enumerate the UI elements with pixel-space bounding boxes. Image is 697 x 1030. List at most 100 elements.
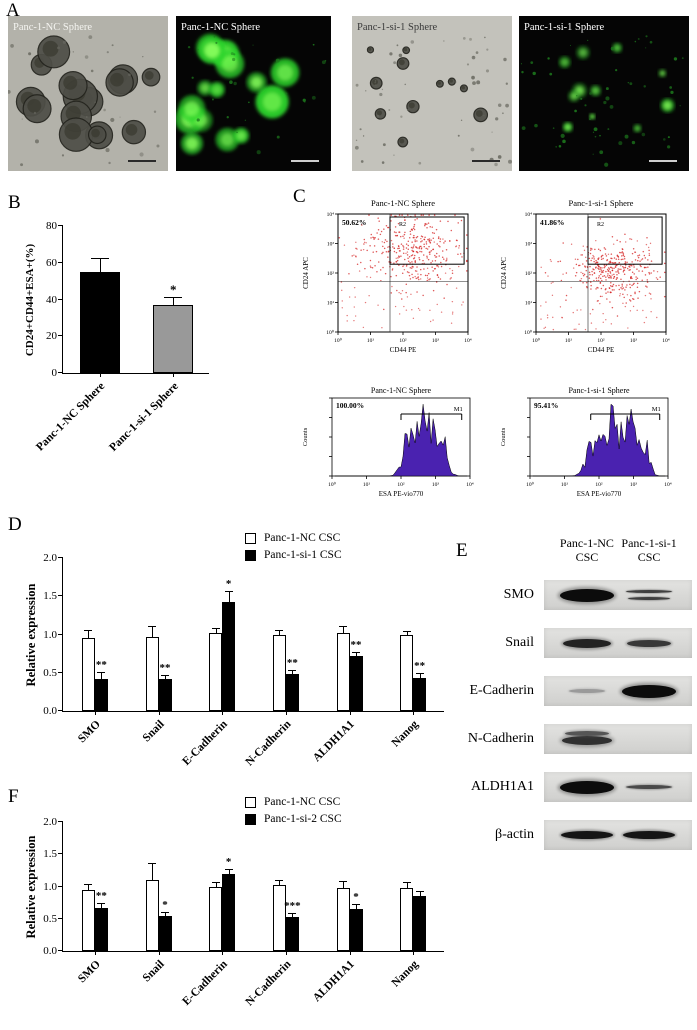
blot-row: N-Cadherin — [460, 724, 696, 754]
x-axis-category: Panc-1-NC Sphere — [34, 380, 108, 454]
bar — [145, 880, 159, 951]
protein-label: β-actin — [495, 827, 534, 842]
protein-band — [559, 588, 614, 602]
protein-band — [628, 596, 671, 600]
bar-group: * — [336, 822, 363, 951]
panel-b-chart: 0 20 40 60 80 Panc-1-NC Sphere * Panc-1-si-1 Sp… — [8, 202, 253, 458]
svg-text:10¹: 10¹ — [565, 338, 573, 344]
panel_d-plot-area: 0.0 0.5 1.0 1.5 2.0 ** SMO ** Snail * E-Cadherin **… — [43, 553, 444, 768]
y-axis-tick: 0.5 — [43, 912, 57, 925]
error-bar — [356, 904, 357, 910]
significance-mark: * — [225, 578, 232, 591]
error-bar-cap — [288, 912, 297, 914]
bar-slot: ** — [413, 558, 427, 711]
significance-mark: *** — [284, 899, 301, 912]
y-tick-mark — [58, 633, 63, 635]
protein-band — [627, 639, 672, 647]
bar — [349, 655, 363, 711]
bar-slot: *** — [284, 822, 301, 951]
x-axis-category: N-Cadherin — [243, 958, 294, 1009]
bar — [94, 907, 108, 951]
x-axis-label: CD44 PE — [588, 346, 615, 354]
error-bar-cap — [161, 911, 169, 913]
error-bar-cap — [415, 673, 424, 675]
protein-band — [564, 730, 609, 736]
bar — [94, 678, 108, 711]
x-axis-category: Nanog — [389, 718, 421, 750]
y-axis-tick: 0.5 — [43, 666, 57, 679]
y-tick-mark — [58, 950, 63, 951]
bar — [285, 916, 299, 951]
svg-text:10²: 10² — [597, 338, 605, 344]
legend-label: Panc-1-NC CSC — [264, 796, 341, 808]
flow-histogram-nc: Panc-1-NC Sphere M1 100.00% 10⁰ 10¹ 10² 10³ 10⁴… — [298, 384, 490, 506]
bar-slot: * — [153, 226, 194, 373]
bar — [209, 632, 223, 711]
significance-mark: ** — [159, 661, 171, 674]
legend-row: Panc-1-NC CSC — [245, 532, 342, 544]
micrograph-nc-brightfield: Panc-1-NC Sphere — [8, 16, 168, 171]
protein-band — [568, 689, 605, 693]
y-tick-mark — [58, 821, 63, 822]
x-axis-category: ALDH1A1 — [311, 718, 358, 765]
y-tick-mark — [58, 261, 63, 263]
protein-label: E-Cadherin — [469, 683, 534, 698]
bar-slot: * — [222, 558, 236, 711]
bar — [222, 601, 236, 711]
legend-row: Panc-1-si-2 CSC — [245, 813, 342, 825]
x-tick-mark — [94, 951, 96, 955]
significance-mark: * — [225, 855, 232, 868]
bar-slot: * — [349, 822, 363, 951]
lane-header: Panc-1-si-1 CSC — [621, 536, 677, 565]
panel-d-chart: 0.0 0.5 1.0 1.5 2.0 ** SMO ** Snail * E-Cadherin **… — [10, 528, 452, 790]
blot-strip — [544, 820, 692, 850]
y-axis-label: CD24 APC — [500, 257, 508, 289]
bar-group — [400, 822, 427, 951]
svg-text:10⁴: 10⁴ — [664, 482, 672, 488]
bar — [81, 889, 95, 951]
gate-label: R2 — [399, 222, 406, 228]
blot-row: ALDH1A1 — [460, 772, 696, 802]
error-bar-cap — [339, 881, 347, 882]
blot-row: Snail — [460, 628, 696, 658]
bar — [336, 632, 350, 711]
svg-text:10⁰: 10⁰ — [328, 481, 337, 488]
bar-slot: ** — [349, 558, 363, 711]
y-axis-tick: 60 — [46, 256, 57, 269]
error-bar-cap — [211, 628, 220, 630]
gate-label: R2 — [597, 222, 604, 228]
error-bar — [215, 883, 217, 887]
error-bar-cap — [352, 903, 360, 905]
svg-text:10¹: 10¹ — [327, 301, 335, 307]
svg-text:10⁰: 10⁰ — [526, 481, 535, 488]
panel-a-label: A — [6, 0, 20, 21]
error-bar — [419, 674, 421, 679]
y-axis-tick: 1.5 — [43, 590, 57, 603]
error-bar-cap — [211, 882, 220, 884]
bar — [336, 888, 350, 951]
error-bar-cap — [90, 258, 109, 260]
panel-f-label: F — [8, 786, 19, 807]
x-axis-category: Snail — [140, 718, 167, 745]
svg-text:10¹: 10¹ — [525, 301, 533, 307]
bar-group: * — [153, 226, 194, 373]
significance-mark: ** — [95, 889, 107, 902]
micrograph-image: Panc-1-si-1 Sphere — [352, 16, 512, 171]
bar-slot — [336, 558, 350, 711]
blot-strip — [544, 580, 692, 610]
y-axis-tick: 2.0 — [43, 816, 57, 828]
error-bar — [279, 881, 281, 886]
error-bar — [406, 882, 408, 888]
error-bar-cap — [148, 625, 156, 627]
bar — [400, 634, 414, 711]
y-tick-mark — [58, 372, 63, 373]
bar-slot — [336, 822, 350, 951]
svg-text:10¹: 10¹ — [367, 338, 375, 344]
bar-group: * — [209, 822, 236, 951]
bar-slot — [145, 822, 159, 951]
protein-label: Snail — [505, 635, 534, 650]
flow-histogram-si1: Panc-1-si-1 Sphere M1 95.41% 10⁰ 10¹ 10² 10³ 10… — [496, 384, 688, 506]
lane-header: Panc-1-NC CSC — [559, 536, 614, 565]
